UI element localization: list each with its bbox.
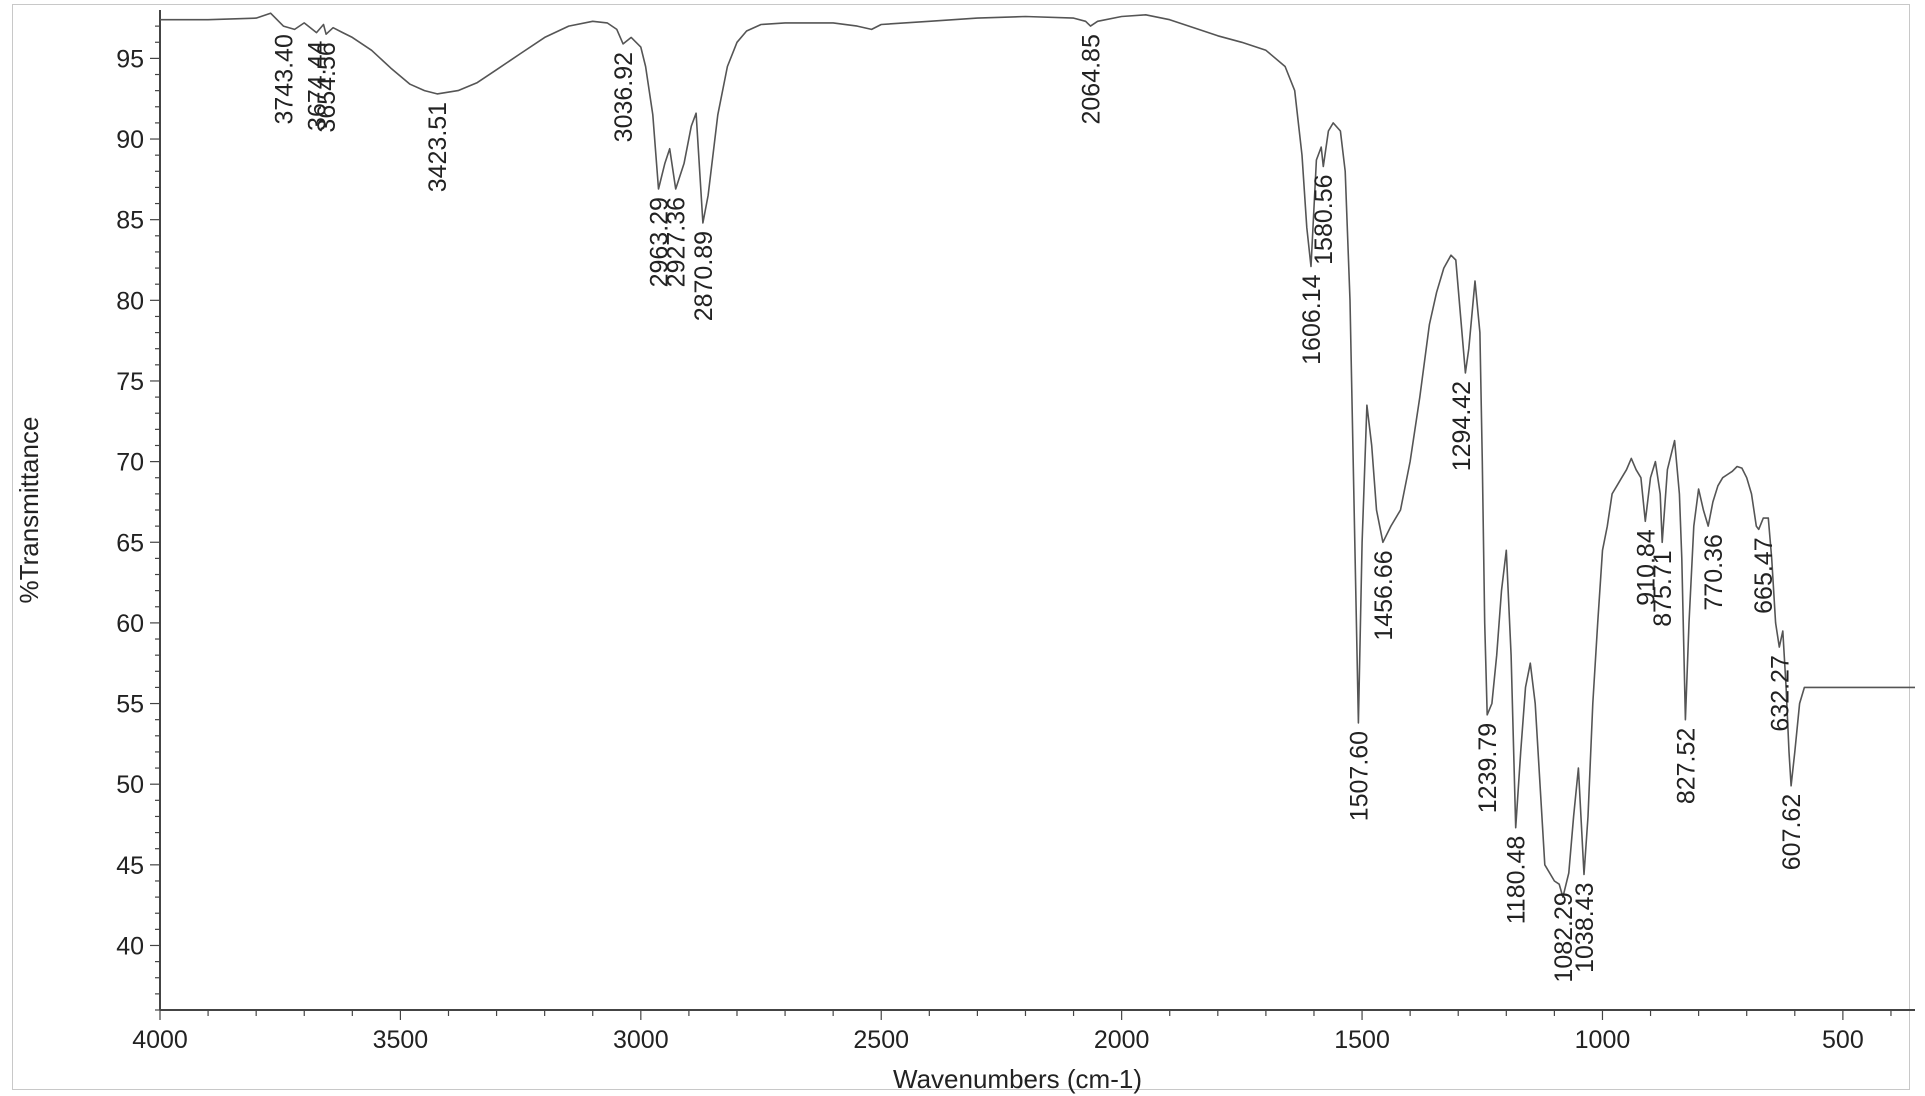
x-axis-ticks: 4000 3500 3000 2500 2000 1500 1000 500 [132, 1010, 1892, 1054]
peak-label: 3654.56 [313, 42, 341, 132]
peak-label: 1082.29 [1550, 892, 1578, 982]
y-tick-label: 50 [116, 771, 144, 799]
peak-label: 1038.43 [1571, 883, 1599, 973]
x-tick-label: 500 [1822, 1026, 1864, 1054]
spectrum-line [160, 12, 1915, 898]
y-axis-title: %Transmittance [14, 417, 44, 604]
y-axis-ticks: 95 90 85 80 75 70 65 60 55 50 45 40 [116, 25, 160, 1011]
peak-label: 1507.60 [1345, 731, 1373, 821]
peak-label: 632.27 [1766, 655, 1794, 731]
x-tick-label: 3500 [373, 1026, 429, 1054]
peak-label: 3423.51 [424, 102, 452, 192]
peak-label: 1180.48 [1503, 836, 1531, 925]
peak-label: 1294.42 [1448, 381, 1476, 471]
peak-label: 1606.14 [1298, 274, 1326, 364]
peak-label: 2064.85 [1078, 34, 1106, 124]
peak-label: 3036.92 [610, 52, 638, 142]
x-tick-label: 2000 [1094, 1026, 1150, 1054]
y-tick-label: 40 [116, 932, 144, 960]
peak-label: 2870.89 [690, 231, 718, 321]
y-tick-label: 45 [116, 852, 144, 880]
y-tick-label: 75 [116, 368, 144, 396]
y-tick-label: 55 [116, 691, 144, 719]
x-tick-label: 3000 [613, 1026, 669, 1054]
peak-label: 3674.44 [303, 40, 331, 130]
y-tick-label: 70 [116, 449, 144, 477]
y-tick-label: 85 [116, 207, 144, 235]
y-tick-label: 95 [116, 45, 144, 73]
x-tick-label: 2500 [853, 1026, 909, 1054]
x-tick-label: 1000 [1575, 1026, 1631, 1054]
peak-label: 1456.66 [1370, 550, 1398, 640]
peak-label: 2927.36 [663, 197, 691, 287]
peak-label: 607.62 [1778, 794, 1806, 870]
peak-label: 665.47 [1750, 537, 1778, 613]
y-tick-label: 60 [116, 610, 144, 638]
chart-frame [12, 4, 1910, 1090]
x-axis-title: Wavenumbers (cm-1) [893, 1064, 1142, 1094]
y-tick-label: 80 [116, 287, 144, 315]
peak-label: 875.71 [1649, 550, 1677, 626]
peak-label: 2963.29 [646, 197, 674, 287]
y-tick-label: 65 [116, 529, 144, 557]
peak-label: 1239.79 [1474, 723, 1502, 813]
peak-label: 3743.40 [270, 34, 298, 124]
peak-label: 827.52 [1672, 728, 1700, 804]
x-tick-label: 4000 [132, 1026, 188, 1054]
peak-label: 1580.56 [1310, 174, 1338, 264]
peak-label: 910.84 [1632, 529, 1660, 606]
x-tick-label: 1500 [1334, 1026, 1390, 1054]
peak-label: 770.36 [1700, 534, 1728, 610]
y-tick-label: 90 [116, 126, 144, 154]
